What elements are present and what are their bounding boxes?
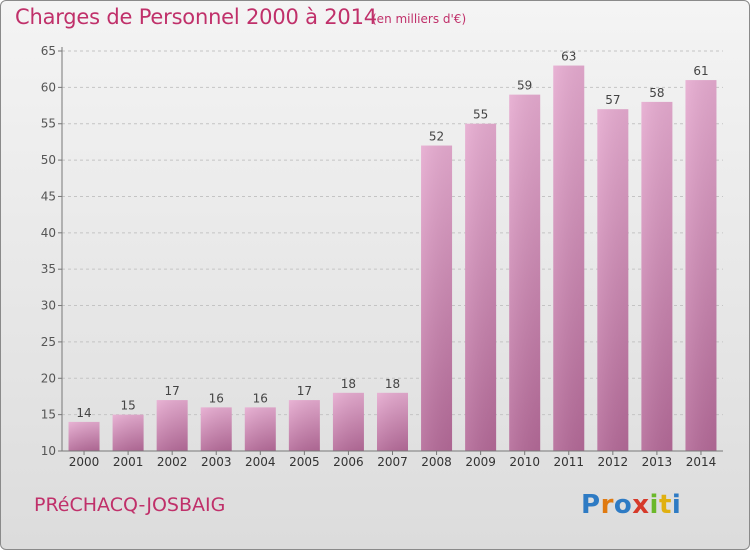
chart-subtitle: (en milliers d'€) [372,12,467,26]
logo-letter: x [632,490,650,520]
y-tick-label: 30 [41,299,56,313]
bar-shading [112,414,144,451]
logo-letter: r [600,490,614,520]
axes [58,47,723,455]
bar-value-label: 16 [209,391,224,405]
chart-title: Charges de Personnel 2000 à 2014 [15,5,377,29]
x-tick-label: 2004 [245,455,276,469]
x-tick-label: 2009 [465,455,496,469]
bar-value-label: 17 [297,384,312,398]
bar-shading [377,392,408,451]
logo-letter: o [613,490,633,520]
bar-shading [641,101,673,451]
bar-value-label: 63 [561,50,576,64]
y-tick-label: 45 [41,189,56,203]
bar-value-label: 15 [120,399,135,413]
y-tick-label: 65 [41,44,56,58]
logo-letter: t [658,490,672,520]
bar-shading [200,407,232,451]
bar-shading [288,400,320,451]
x-tick-label: 2014 [686,455,717,469]
bar-value-label: 18 [385,377,400,391]
bar-shading [68,421,100,451]
y-tick-label: 40 [41,226,56,240]
x-tick-label: 2006 [333,455,364,469]
x-tick-label: 2007 [377,455,408,469]
bar-value-label: 55 [473,108,488,122]
bar-shading [553,65,585,451]
x-tick-label: 2003 [201,455,232,469]
x-tick-label: 2010 [509,455,540,469]
logo-letter: i [649,490,659,520]
bar-shading [685,80,717,451]
logo-letter: i [671,490,682,520]
x-tick-label: 2002 [157,455,188,469]
bar-value-label: 52 [429,130,444,144]
bar-value-label: 18 [341,377,356,391]
x-tick-label: 2011 [553,455,584,469]
bar-value-label: 14 [76,406,91,420]
y-tick-label: 20 [41,371,56,385]
x-tick-label: 2005 [289,455,320,469]
y-tick-label: 50 [41,153,56,167]
labels: 10 15 20 25 30 35 40 45 50 55 60 65 14 2000 15 2001 17 20… [41,44,717,469]
bar-shading [421,145,453,451]
y-tick-label: 55 [41,117,56,131]
proxiti-logo: Proxiti [581,490,681,520]
bar-shading [244,407,276,451]
x-tick-label: 2000 [69,455,100,469]
bar-value-label: 59 [517,79,532,93]
bar-shading [332,392,364,451]
y-tick-label: 35 [41,262,56,276]
y-tick-label: 15 [41,408,56,422]
commune-name: PRéCHACQ-JOSBAIG [34,494,226,516]
bar-value-label: 58 [649,86,664,100]
bars [68,65,717,452]
x-tick-label: 2008 [421,455,452,469]
bar-value-label: 16 [253,391,268,405]
x-tick-label: 2001 [113,455,144,469]
y-tick-label: 25 [41,335,56,349]
bar-shading [509,94,541,452]
y-tick-label: 10 [41,444,56,458]
bar-shading [465,123,497,452]
bar-value-label: 17 [165,384,180,398]
x-tick-label: 2012 [598,455,629,469]
y-tick-label: 60 [41,80,56,94]
bar-value-label: 57 [605,93,620,107]
bar-value-label: 61 [693,64,708,78]
x-tick-label: 2013 [642,455,673,469]
bar-shading [597,109,629,451]
bar-shading [156,400,188,451]
logo-letter: P [581,490,601,520]
